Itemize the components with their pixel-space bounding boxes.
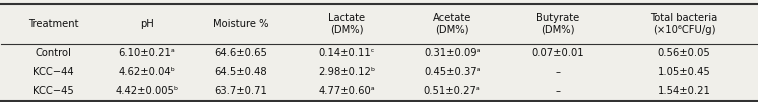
Text: 1.05±0.45: 1.05±0.45: [658, 67, 710, 77]
Text: 63.7±0.71: 63.7±0.71: [215, 86, 267, 96]
Text: 4.77±0.60ᵃ: 4.77±0.60ᵃ: [318, 86, 375, 96]
Text: KCC−44: KCC−44: [33, 67, 74, 77]
Text: 0.31±0.09ᵃ: 0.31±0.09ᵃ: [424, 48, 481, 58]
Text: 2.98±0.12ᵇ: 2.98±0.12ᵇ: [318, 67, 375, 77]
Text: Acetate
(DM%): Acetate (DM%): [433, 13, 471, 35]
Text: Control: Control: [36, 48, 71, 58]
Text: Treatment: Treatment: [28, 19, 79, 29]
Text: –: –: [556, 67, 560, 77]
Text: –: –: [556, 86, 560, 96]
Text: 6.10±0.21ᵃ: 6.10±0.21ᵃ: [119, 48, 176, 58]
Text: Moisture %: Moisture %: [213, 19, 268, 29]
Text: KCC−45: KCC−45: [33, 86, 74, 96]
Text: 4.62±0.04ᵇ: 4.62±0.04ᵇ: [119, 67, 176, 77]
Text: pH: pH: [140, 19, 154, 29]
Text: Lactate
(DM%): Lactate (DM%): [328, 13, 365, 35]
Text: 64.5±0.48: 64.5±0.48: [215, 67, 267, 77]
Text: Total bacteria
(×10⁶CFU/g): Total bacteria (×10⁶CFU/g): [650, 13, 718, 35]
Text: 0.45±0.37ᵃ: 0.45±0.37ᵃ: [424, 67, 481, 77]
Text: 0.51±0.27ᵃ: 0.51±0.27ᵃ: [424, 86, 481, 96]
Text: 0.56±0.05: 0.56±0.05: [658, 48, 710, 58]
Text: 4.42±0.005ᵇ: 4.42±0.005ᵇ: [115, 86, 179, 96]
Text: 0.14±0.11ᶜ: 0.14±0.11ᶜ: [318, 48, 374, 58]
Text: 1.54±0.21: 1.54±0.21: [658, 86, 710, 96]
Text: 0.07±0.01: 0.07±0.01: [531, 48, 584, 58]
Text: 64.6±0.65: 64.6±0.65: [215, 48, 267, 58]
Text: Butyrate
(DM%): Butyrate (DM%): [537, 13, 580, 35]
